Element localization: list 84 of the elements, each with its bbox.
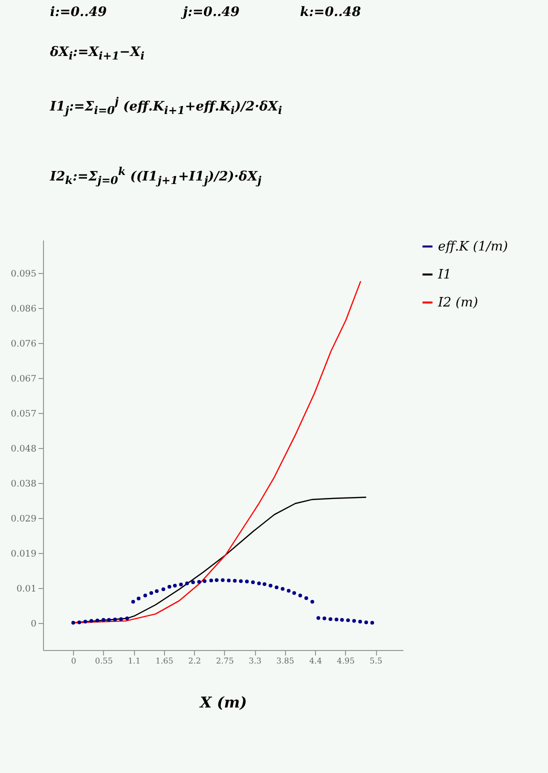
text: k:=0..48 xyxy=(300,5,361,20)
point xyxy=(209,578,214,582)
point xyxy=(280,587,285,591)
point xyxy=(251,580,255,584)
legend-label: eff.K (1/m) xyxy=(438,240,508,254)
point xyxy=(179,582,183,586)
point xyxy=(161,587,166,592)
x-tick-label: 3.85 xyxy=(276,656,294,666)
point xyxy=(352,619,356,623)
point xyxy=(220,578,225,582)
point xyxy=(304,596,308,600)
point xyxy=(168,584,172,589)
point xyxy=(113,618,117,622)
text: δX$_{i}$:=X$_{i+1}$−X$_{i}$ xyxy=(50,45,145,63)
y-tick-label: 0.038 xyxy=(10,479,37,490)
point xyxy=(96,618,100,622)
point xyxy=(136,596,141,600)
point xyxy=(71,620,76,625)
point xyxy=(268,584,272,588)
point xyxy=(232,578,237,583)
point xyxy=(364,620,368,624)
point xyxy=(274,586,278,590)
point xyxy=(334,618,338,622)
legend-label: I2 (m) xyxy=(437,296,478,310)
point xyxy=(125,616,129,620)
point xyxy=(191,580,195,584)
point xyxy=(292,591,296,595)
x-tick-label: 5.5 xyxy=(370,656,382,666)
point xyxy=(131,600,136,604)
point xyxy=(245,580,249,584)
point xyxy=(238,579,243,584)
point xyxy=(322,616,326,620)
point xyxy=(119,617,123,621)
point xyxy=(257,582,261,586)
point xyxy=(185,582,189,586)
point xyxy=(143,594,148,598)
point xyxy=(370,620,374,625)
y-tick-label: 0.01 xyxy=(16,584,36,594)
point xyxy=(107,618,111,622)
point xyxy=(197,580,201,584)
point xyxy=(298,594,302,598)
y-tick-label: 0.057 xyxy=(10,409,37,420)
text: I2$_{k}$:=Σ$_{j=0}$$^{k}$ ((I1$_{j+1}$+I1$_{j}$)/2)·δX$_{j}$ xyxy=(50,165,262,187)
x-axis-title: X (m) xyxy=(199,694,247,712)
x-tick-label: 2.2 xyxy=(188,656,202,666)
point xyxy=(310,600,314,604)
point xyxy=(149,591,154,595)
point xyxy=(83,620,88,624)
x-tick-label: 0 xyxy=(71,656,76,666)
point xyxy=(102,618,106,622)
x-tick-label: 0.55 xyxy=(95,656,113,666)
y-tick-label: 0 xyxy=(30,619,37,630)
text: I1$_{j}$:=Σ$_{i=0}$$^{j}$ (eff.K$_{i+1}$+eff.K$_{i}$)/2·δX$_{i}$ xyxy=(50,95,282,117)
y-tick-label: 0.076 xyxy=(10,340,37,350)
point xyxy=(77,620,82,624)
y-tick-label: 0.029 xyxy=(10,514,37,524)
y-tick-label: 0.019 xyxy=(10,549,37,560)
y-tick-label: 0.048 xyxy=(10,444,37,454)
point xyxy=(358,620,362,624)
point xyxy=(262,582,266,586)
x-tick-label: 1.65 xyxy=(156,656,174,666)
text: j:=0..49 xyxy=(183,5,240,20)
x-tick-label: 2.75 xyxy=(216,656,234,666)
point xyxy=(154,589,159,593)
point xyxy=(214,578,219,582)
point xyxy=(340,618,344,622)
point xyxy=(346,618,350,622)
y-tick-label: 0.067 xyxy=(10,374,37,385)
text: i:=0..49 xyxy=(50,5,107,20)
point xyxy=(226,578,231,582)
legend-label: I1 xyxy=(437,268,452,282)
line-series xyxy=(72,280,362,624)
point xyxy=(316,616,320,620)
x-tick-label: 4.95 xyxy=(336,656,355,666)
x-tick-label: 3.3 xyxy=(248,656,262,666)
point xyxy=(173,584,177,588)
point xyxy=(89,619,94,623)
y-tick-label: 0.086 xyxy=(10,304,37,315)
y-tick-label: 0.095 xyxy=(10,270,37,280)
x-tick-label: 4.4 xyxy=(309,656,322,666)
point xyxy=(286,588,291,593)
point xyxy=(328,617,332,621)
point xyxy=(202,579,206,584)
x-tick-label: 1.1 xyxy=(128,656,141,666)
